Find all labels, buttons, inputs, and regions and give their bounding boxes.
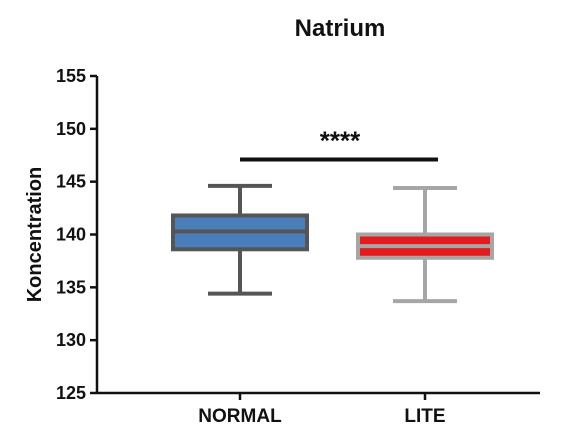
y-tick-label: 130 — [56, 330, 86, 350]
y-axis-ticks: 125 130 135 140 145 150 155 — [56, 66, 97, 403]
y-tick-label: 145 — [56, 172, 86, 192]
box-lite — [356, 186, 494, 304]
y-tick-label: 125 — [56, 383, 86, 403]
box-normal — [171, 183, 309, 296]
significance-label: **** — [320, 125, 361, 155]
y-axis-label: Koncentration — [24, 167, 46, 303]
x-tick-label: LITE — [404, 406, 445, 427]
y-tick-label: 135 — [56, 277, 86, 297]
significance-annotation: **** — [240, 125, 438, 162]
chart-title: Natrium — [295, 15, 386, 42]
x-tick-label: NORMAL — [198, 406, 282, 427]
y-tick-label: 155 — [56, 66, 86, 86]
y-tick-label: 150 — [56, 119, 86, 139]
x-axis-ticks: NORMAL LITE — [198, 393, 446, 427]
y-tick-label: 140 — [56, 225, 86, 245]
box-series — [171, 183, 494, 304]
